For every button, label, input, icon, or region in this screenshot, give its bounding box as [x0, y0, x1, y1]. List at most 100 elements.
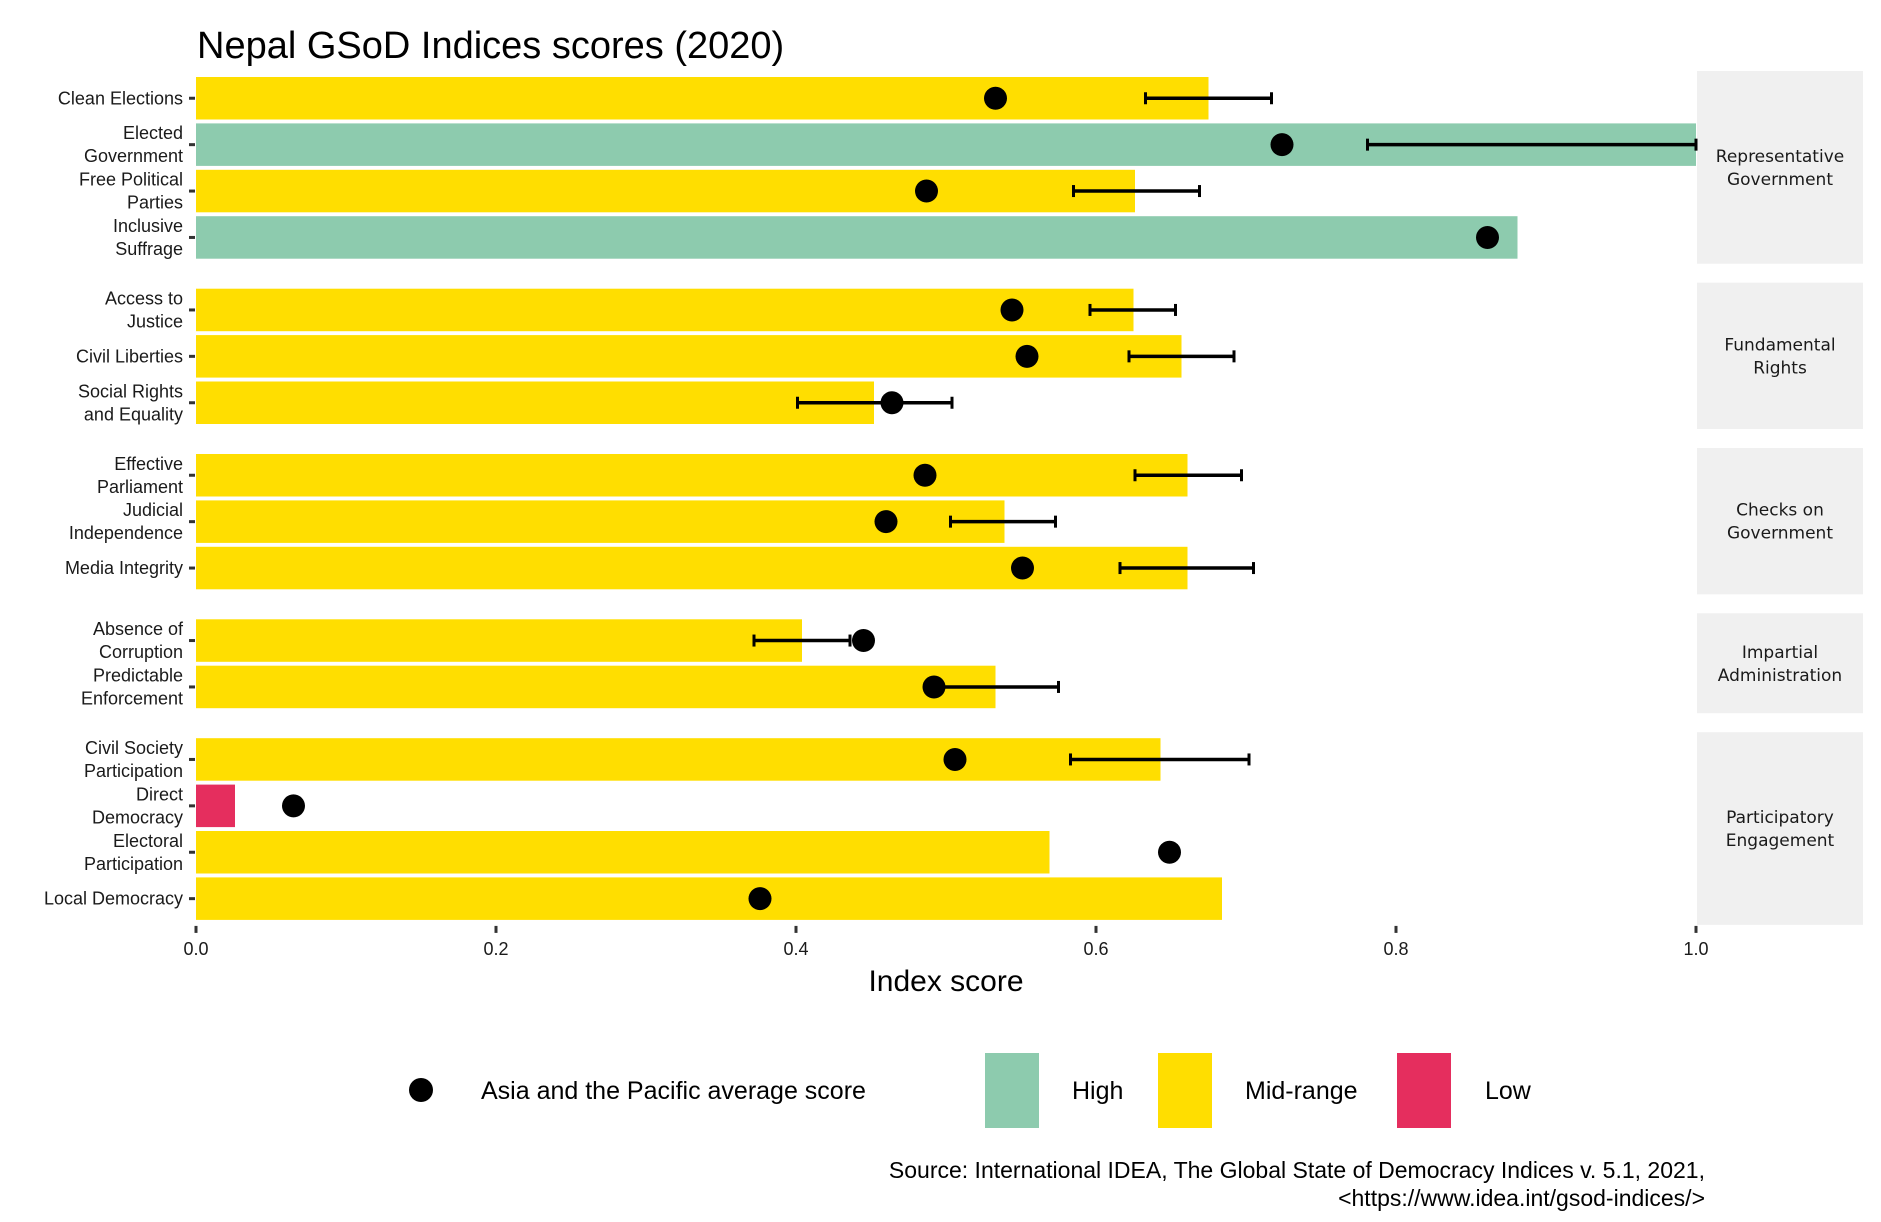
bar-absence-of-corruption — [196, 619, 802, 662]
legend-label-mid-range: Mid-range — [1245, 1077, 1358, 1105]
y-label-line: Inclusive — [113, 216, 183, 236]
facet-strip-label-line: Representative — [1716, 147, 1844, 167]
facet-strip-label-line: Engagement — [1726, 831, 1835, 851]
error-bar-access-to-justice — [1088, 303, 1177, 316]
facet-strip-bg — [1697, 282, 1863, 429]
legend-label-low: Low — [1485, 1077, 1532, 1105]
facet-strip-label: Participatory Engagement — [1726, 808, 1835, 851]
y-label-line: Free Political — [79, 170, 183, 190]
facet-strip-label-line: Fundamental — [1724, 335, 1835, 355]
x-tick-label: 0.6 — [1083, 939, 1108, 959]
bars — [196, 77, 1696, 920]
bar-direct-democracy — [196, 784, 235, 828]
avg-point-electoral-participation — [1158, 840, 1181, 864]
y-label-access-to-justice: Access to Justice — [105, 288, 183, 331]
source-caption-line-2: <https://www.idea.int/gsod-indices/> — [1338, 1185, 1705, 1211]
y-label-line: Democracy — [92, 807, 183, 827]
y-label-predictable-enforcement: Predictable Enforcement — [81, 665, 183, 708]
facet-strip-label-line: Rights — [1753, 358, 1807, 378]
avg-point-inclusive-suffrage — [1476, 225, 1499, 249]
error-bar-free-political-parties — [1072, 185, 1201, 198]
x-tick-label: 0.2 — [483, 939, 508, 959]
facet-strip-bg — [1697, 71, 1863, 264]
y-label-line: Elected — [123, 123, 183, 143]
avg-point-media-integrity — [1011, 556, 1034, 580]
y-label-line: Parties — [127, 193, 183, 213]
y-label-line: Access to — [105, 288, 183, 308]
y-label-media-integrity: Media Integrity — [65, 558, 183, 578]
chart-title: Nepal GSoD Indices scores (2020) — [197, 25, 784, 67]
facet-strip-representative-government: Representative Government — [1697, 71, 1863, 264]
y-label-line: Parliament — [97, 477, 183, 497]
legend-point-icon — [409, 1078, 433, 1102]
y-label-electoral-participation: Electoral Participation — [84, 831, 183, 874]
facet-strip-label-line: Impartial — [1742, 643, 1818, 663]
y-label-civil-liberties: Civil Liberties — [76, 346, 183, 366]
y-label-inclusive-suffrage: Inclusive Suffrage — [113, 216, 183, 259]
bar-judicial-independence — [196, 500, 1005, 543]
facet-strip-label-line: Government — [1727, 170, 1833, 190]
error-bar-civil-society-participation — [1069, 753, 1251, 766]
facet-strip-label: Fundamental Rights — [1724, 335, 1835, 378]
avg-point-clean-elections — [984, 86, 1007, 110]
bar-effective-parliament — [196, 454, 1188, 497]
y-label-line: and Equality — [84, 404, 183, 424]
y-label-line: Effective — [114, 454, 183, 474]
y-label-social-rights-and-equality: Social Rights and Equality — [78, 381, 183, 424]
avg-point-social-rights-and-equality — [880, 391, 904, 415]
bar-electoral-participation — [196, 831, 1050, 874]
facet-strip-fundamental-rights: Fundamental Rights — [1697, 282, 1863, 429]
avg-point-absence-of-corruption — [852, 629, 875, 653]
facet-strip-bg — [1697, 613, 1863, 714]
facet-strip-label: Representative Government — [1716, 147, 1844, 190]
x-tick-label: 0.4 — [783, 939, 808, 959]
y-label-line: Enforcement — [81, 688, 183, 708]
bar-inclusive-suffrage — [196, 216, 1518, 259]
facet-strip-label-line: Checks on — [1736, 501, 1824, 521]
legend-swatch-high — [985, 1053, 1039, 1128]
avg-point-elected-government — [1270, 133, 1294, 157]
y-label-line: Absence of — [93, 619, 184, 639]
x-axis: 0.0 0.2 0.4 0.6 0.8 1.0 — [183, 925, 1709, 959]
bar-civil-society-participation — [196, 738, 1161, 781]
avg-point-free-political-parties — [915, 179, 938, 203]
error-bar-media-integrity — [1118, 562, 1255, 575]
facet-strip-label-line: Government — [1727, 524, 1833, 544]
bar-predictable-enforcement — [196, 665, 996, 709]
y-label-line: Government — [84, 146, 183, 166]
y-label-line: Independence — [69, 523, 183, 543]
avg-point-civil-liberties — [1015, 344, 1039, 368]
error-bar-civil-liberties — [1127, 350, 1236, 363]
y-label-line: Suffrage — [115, 239, 183, 259]
y-label-line: Corruption — [99, 642, 183, 662]
facet-strips: Representative Government Fundamental Right… — [1697, 71, 1863, 925]
legend-swatch-mid-range — [1158, 1053, 1212, 1128]
y-label-direct-democracy: Direct Democracy — [92, 784, 183, 827]
y-label-line: Participation — [84, 854, 183, 874]
y-label-absence-of-corruption: Absence of Corruption — [93, 619, 184, 662]
y-label-line: Media Integrity — [65, 558, 183, 578]
y-label-line: Clean Elections — [58, 88, 183, 108]
error-bars — [752, 92, 1698, 766]
error-bar-effective-parliament — [1133, 469, 1243, 482]
y-label-line: Predictable — [93, 665, 183, 685]
y-label-line: Civil Liberties — [76, 346, 183, 366]
y-label-line: Participation — [84, 761, 183, 781]
y-label-line: Direct — [136, 784, 183, 804]
y-label-free-political-parties: Free Political Parties — [79, 170, 183, 213]
average-points — [282, 86, 1499, 911]
y-label-judicial-independence: Judicial Independence — [69, 500, 183, 543]
y-label-line: Local Democracy — [44, 889, 183, 909]
bar-access-to-justice — [196, 288, 1134, 332]
facet-strip-impartial-administration: Impartial Administration — [1697, 613, 1863, 714]
avg-point-predictable-enforcement — [922, 675, 946, 699]
y-label-line: Justice — [127, 311, 183, 331]
y-label-line: Electoral — [113, 831, 183, 851]
x-axis-title: Index score — [868, 965, 1023, 998]
avg-point-effective-parliament — [913, 463, 937, 487]
y-label-effective-parliament: Effective Parliament — [97, 454, 183, 497]
bar-social-rights-and-equality — [196, 381, 874, 424]
avg-point-civil-society-participation — [943, 747, 967, 771]
facet-strip-participatory-engagement: Participatory Engagement — [1697, 732, 1863, 925]
